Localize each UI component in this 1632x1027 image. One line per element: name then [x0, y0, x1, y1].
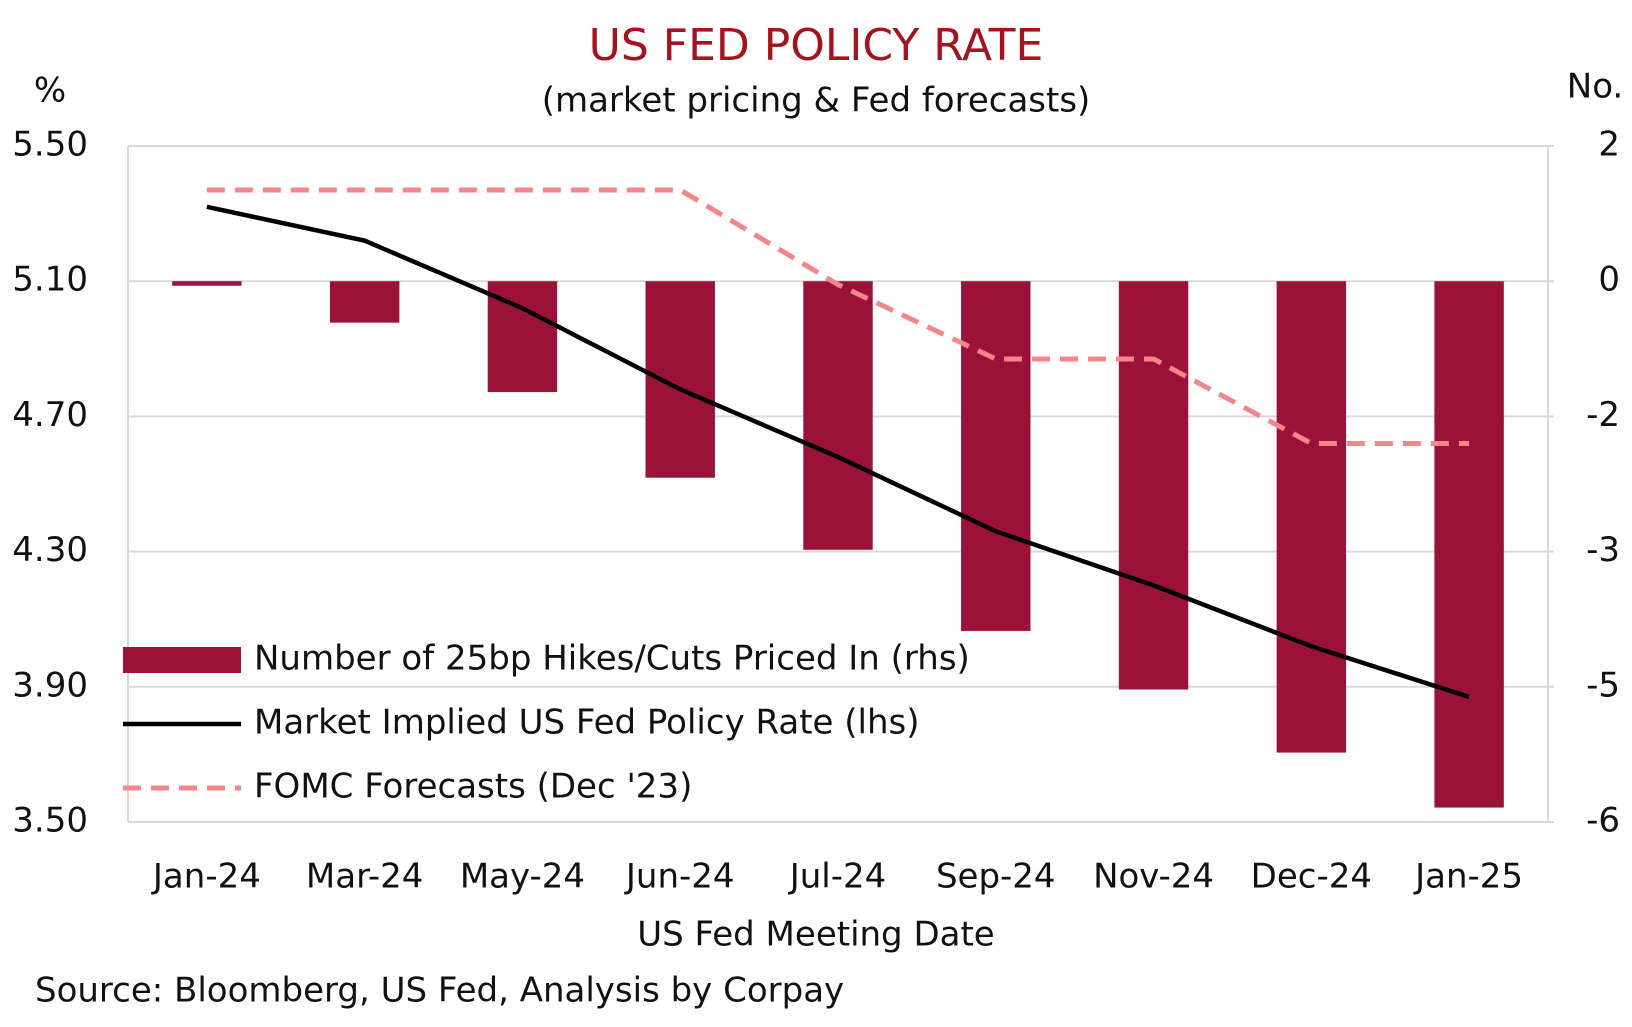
y-tick-label: 4.70 — [12, 395, 88, 435]
bar — [1434, 281, 1504, 808]
bar — [329, 281, 400, 323]
x-tick-label: May-24 — [460, 857, 585, 897]
y-tick-label: 5.10 — [12, 260, 88, 300]
x-tick-label: Mar-24 — [306, 857, 424, 897]
chart-subtitle: (market pricing & Fed forecasts) — [542, 81, 1091, 121]
legend-label: Number of 25bp Hikes/Cuts Priced In (rhs… — [254, 639, 970, 679]
y2-tick-label: -5 — [1586, 665, 1620, 705]
x-tick-label: Jan-25 — [1413, 857, 1523, 897]
dashed-line — [206, 187, 1470, 446]
x-tick-label: Dec-24 — [1251, 857, 1372, 897]
x-axis-label: US Fed Meeting Date — [637, 915, 994, 955]
bar — [803, 281, 873, 550]
bar — [1276, 281, 1347, 753]
legend-label: Market Implied US Fed Policy Rate (lhs) — [254, 703, 920, 743]
bar — [1118, 281, 1189, 690]
x-tick-label: Jun-24 — [624, 857, 735, 897]
legend-swatch — [123, 647, 241, 673]
source: Source: Bloomberg, US Fed, Analysis by C… — [35, 971, 844, 1011]
y-tick-label: 3.90 — [12, 665, 88, 705]
x-tick-label: Sep-24 — [936, 857, 1056, 897]
x-tick-label: Jul-24 — [788, 857, 887, 897]
y2-tick-label: 0 — [1598, 260, 1620, 300]
y-axis-label: % — [34, 71, 66, 111]
bar — [172, 281, 242, 286]
y2-tick-label: -2 — [1586, 395, 1620, 435]
chart-title: US FED POLICY RATE — [589, 20, 1044, 71]
bar — [645, 281, 715, 478]
y2-tick-label: 2 — [1598, 125, 1620, 165]
y2-axis-label: No. — [1567, 67, 1623, 107]
legend-label: FOMC Forecasts (Dec '23) — [254, 767, 692, 807]
y-tick-label: 4.30 — [12, 530, 88, 570]
y-tick-label: 5.50 — [12, 125, 88, 165]
y2-tick-label: -6 — [1586, 801, 1620, 841]
x-tick-label: Nov-24 — [1093, 857, 1214, 897]
y2-tick-label: -3 — [1586, 530, 1620, 570]
x-tick-label: Jan-24 — [151, 857, 261, 897]
y-tick-label: 3.50 — [12, 801, 88, 841]
line — [206, 204, 1470, 700]
bar — [961, 281, 1031, 631]
